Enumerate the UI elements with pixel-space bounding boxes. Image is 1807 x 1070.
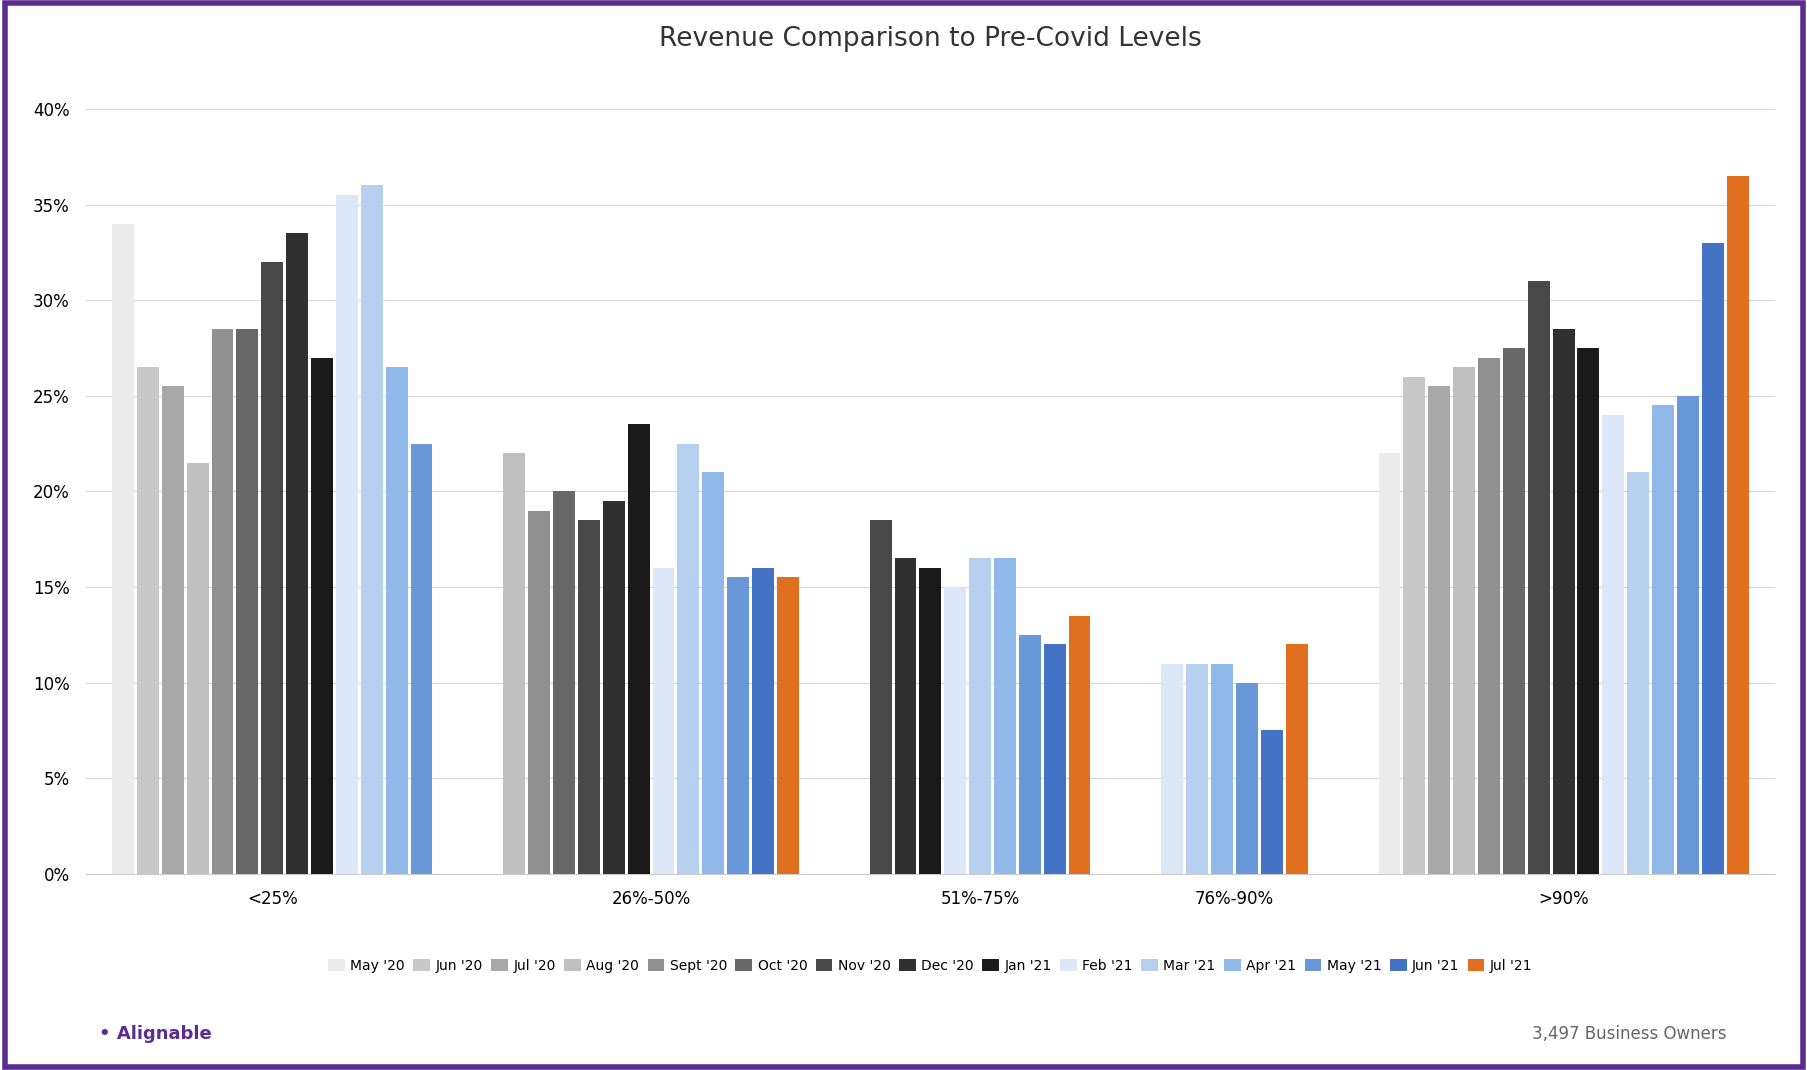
Bar [1578, 348, 1599, 874]
Bar [1527, 281, 1549, 874]
Bar [137, 367, 159, 874]
Bar [1185, 663, 1207, 874]
Bar [286, 233, 307, 874]
Bar [262, 262, 284, 874]
Bar [1043, 644, 1064, 874]
Bar [385, 367, 407, 874]
Bar [1211, 663, 1232, 874]
Bar [553, 491, 575, 874]
Bar [752, 568, 773, 874]
Bar [920, 568, 941, 874]
Bar [1402, 377, 1424, 874]
Bar [1502, 348, 1523, 874]
Bar [1160, 663, 1182, 874]
Bar [1677, 396, 1699, 874]
Bar [1453, 367, 1475, 874]
Bar [528, 510, 549, 874]
Bar [627, 425, 649, 874]
Bar [361, 185, 383, 874]
Bar [186, 462, 208, 874]
Bar [410, 444, 432, 874]
Bar [1601, 415, 1623, 874]
Bar [237, 328, 258, 874]
Bar [969, 559, 990, 874]
Bar [1700, 243, 1722, 874]
Bar [1068, 615, 1090, 874]
Bar [163, 386, 184, 874]
Bar [1377, 454, 1400, 874]
Bar [726, 578, 748, 874]
Bar [652, 568, 674, 874]
Bar [1019, 635, 1041, 874]
Bar [336, 195, 358, 874]
Bar [1476, 357, 1500, 874]
Bar [1626, 472, 1648, 874]
Bar [112, 224, 134, 874]
Bar [1259, 731, 1281, 874]
Legend: May '20, Jun '20, Jul '20, Aug '20, Sept '20, Oct '20, Nov '20, Dec '20, Jan '21: May '20, Jun '20, Jul '20, Aug '20, Sept… [322, 953, 1538, 978]
Bar [1552, 328, 1574, 874]
Bar [1285, 644, 1306, 874]
Text: • Alignable: • Alignable [99, 1025, 211, 1043]
Bar [1652, 406, 1673, 874]
Bar [943, 587, 965, 874]
Bar [1726, 175, 1747, 874]
Bar [211, 328, 233, 874]
Title: Revenue Comparison to Pre-Covid Levels: Revenue Comparison to Pre-Covid Levels [658, 26, 1202, 51]
Bar [502, 454, 526, 874]
Bar [994, 559, 1016, 874]
Bar [578, 520, 600, 874]
Bar [701, 472, 725, 874]
Bar [869, 520, 891, 874]
Text: 3,497 Business Owners: 3,497 Business Owners [1531, 1025, 1726, 1043]
Bar [1236, 683, 1258, 874]
Bar [1428, 386, 1449, 874]
Bar [311, 357, 332, 874]
Bar [602, 501, 625, 874]
Bar [777, 578, 799, 874]
Bar [678, 444, 699, 874]
Bar [894, 559, 916, 874]
